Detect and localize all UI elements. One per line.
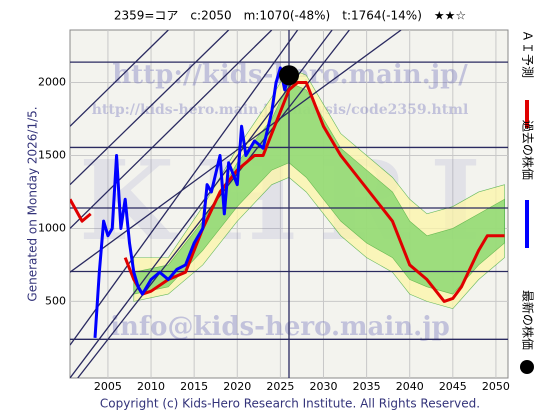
legend-label: ＡＩ予測 xyxy=(521,30,535,78)
channel-line xyxy=(70,30,273,229)
x-tick-label: 2010 xyxy=(137,380,165,393)
x-tick-label: 2025 xyxy=(266,380,294,393)
side-note: Generated on Monday 2026/1/5. xyxy=(26,106,40,301)
legend-swatch xyxy=(520,360,534,374)
legend-label: 過去の株価 xyxy=(521,120,536,180)
footer: Copyright (c) Kids-Hero Research Institu… xyxy=(100,397,480,411)
y-tick-label: 500 xyxy=(45,294,66,307)
x-tick-label: 2030 xyxy=(309,380,337,393)
chart-title: 2359=コア c:2050 m:1070(-48%) t:1764(-14%)… xyxy=(114,9,466,23)
plot: http://kids-hero.main.jp/http://kids-her… xyxy=(70,30,508,378)
series-line xyxy=(70,81,505,303)
channel-line xyxy=(70,30,230,186)
y-tick-label: 1000 xyxy=(38,221,66,234)
channel-line xyxy=(70,30,299,346)
channel-line xyxy=(70,30,333,378)
legend-label: 最新の株価 xyxy=(521,290,536,350)
watermark: info@kids-hero.main.jp xyxy=(110,312,450,342)
series-line xyxy=(93,66,291,338)
x-tick-label: 2015 xyxy=(180,380,208,393)
x-tick-label: 2035 xyxy=(353,380,381,393)
channel-line xyxy=(70,30,169,127)
latest-price xyxy=(279,65,299,86)
x-tick-label: 2040 xyxy=(396,380,424,393)
y-tick-label: 2000 xyxy=(38,76,66,89)
y-tick-label: 1500 xyxy=(38,148,66,161)
channel-line xyxy=(70,30,402,273)
x-tick-label: 2045 xyxy=(439,380,467,393)
x-tick-label: 2020 xyxy=(223,380,251,393)
x-tick-label: 2050 xyxy=(482,380,510,393)
x-tick-label: 2005 xyxy=(94,380,122,393)
